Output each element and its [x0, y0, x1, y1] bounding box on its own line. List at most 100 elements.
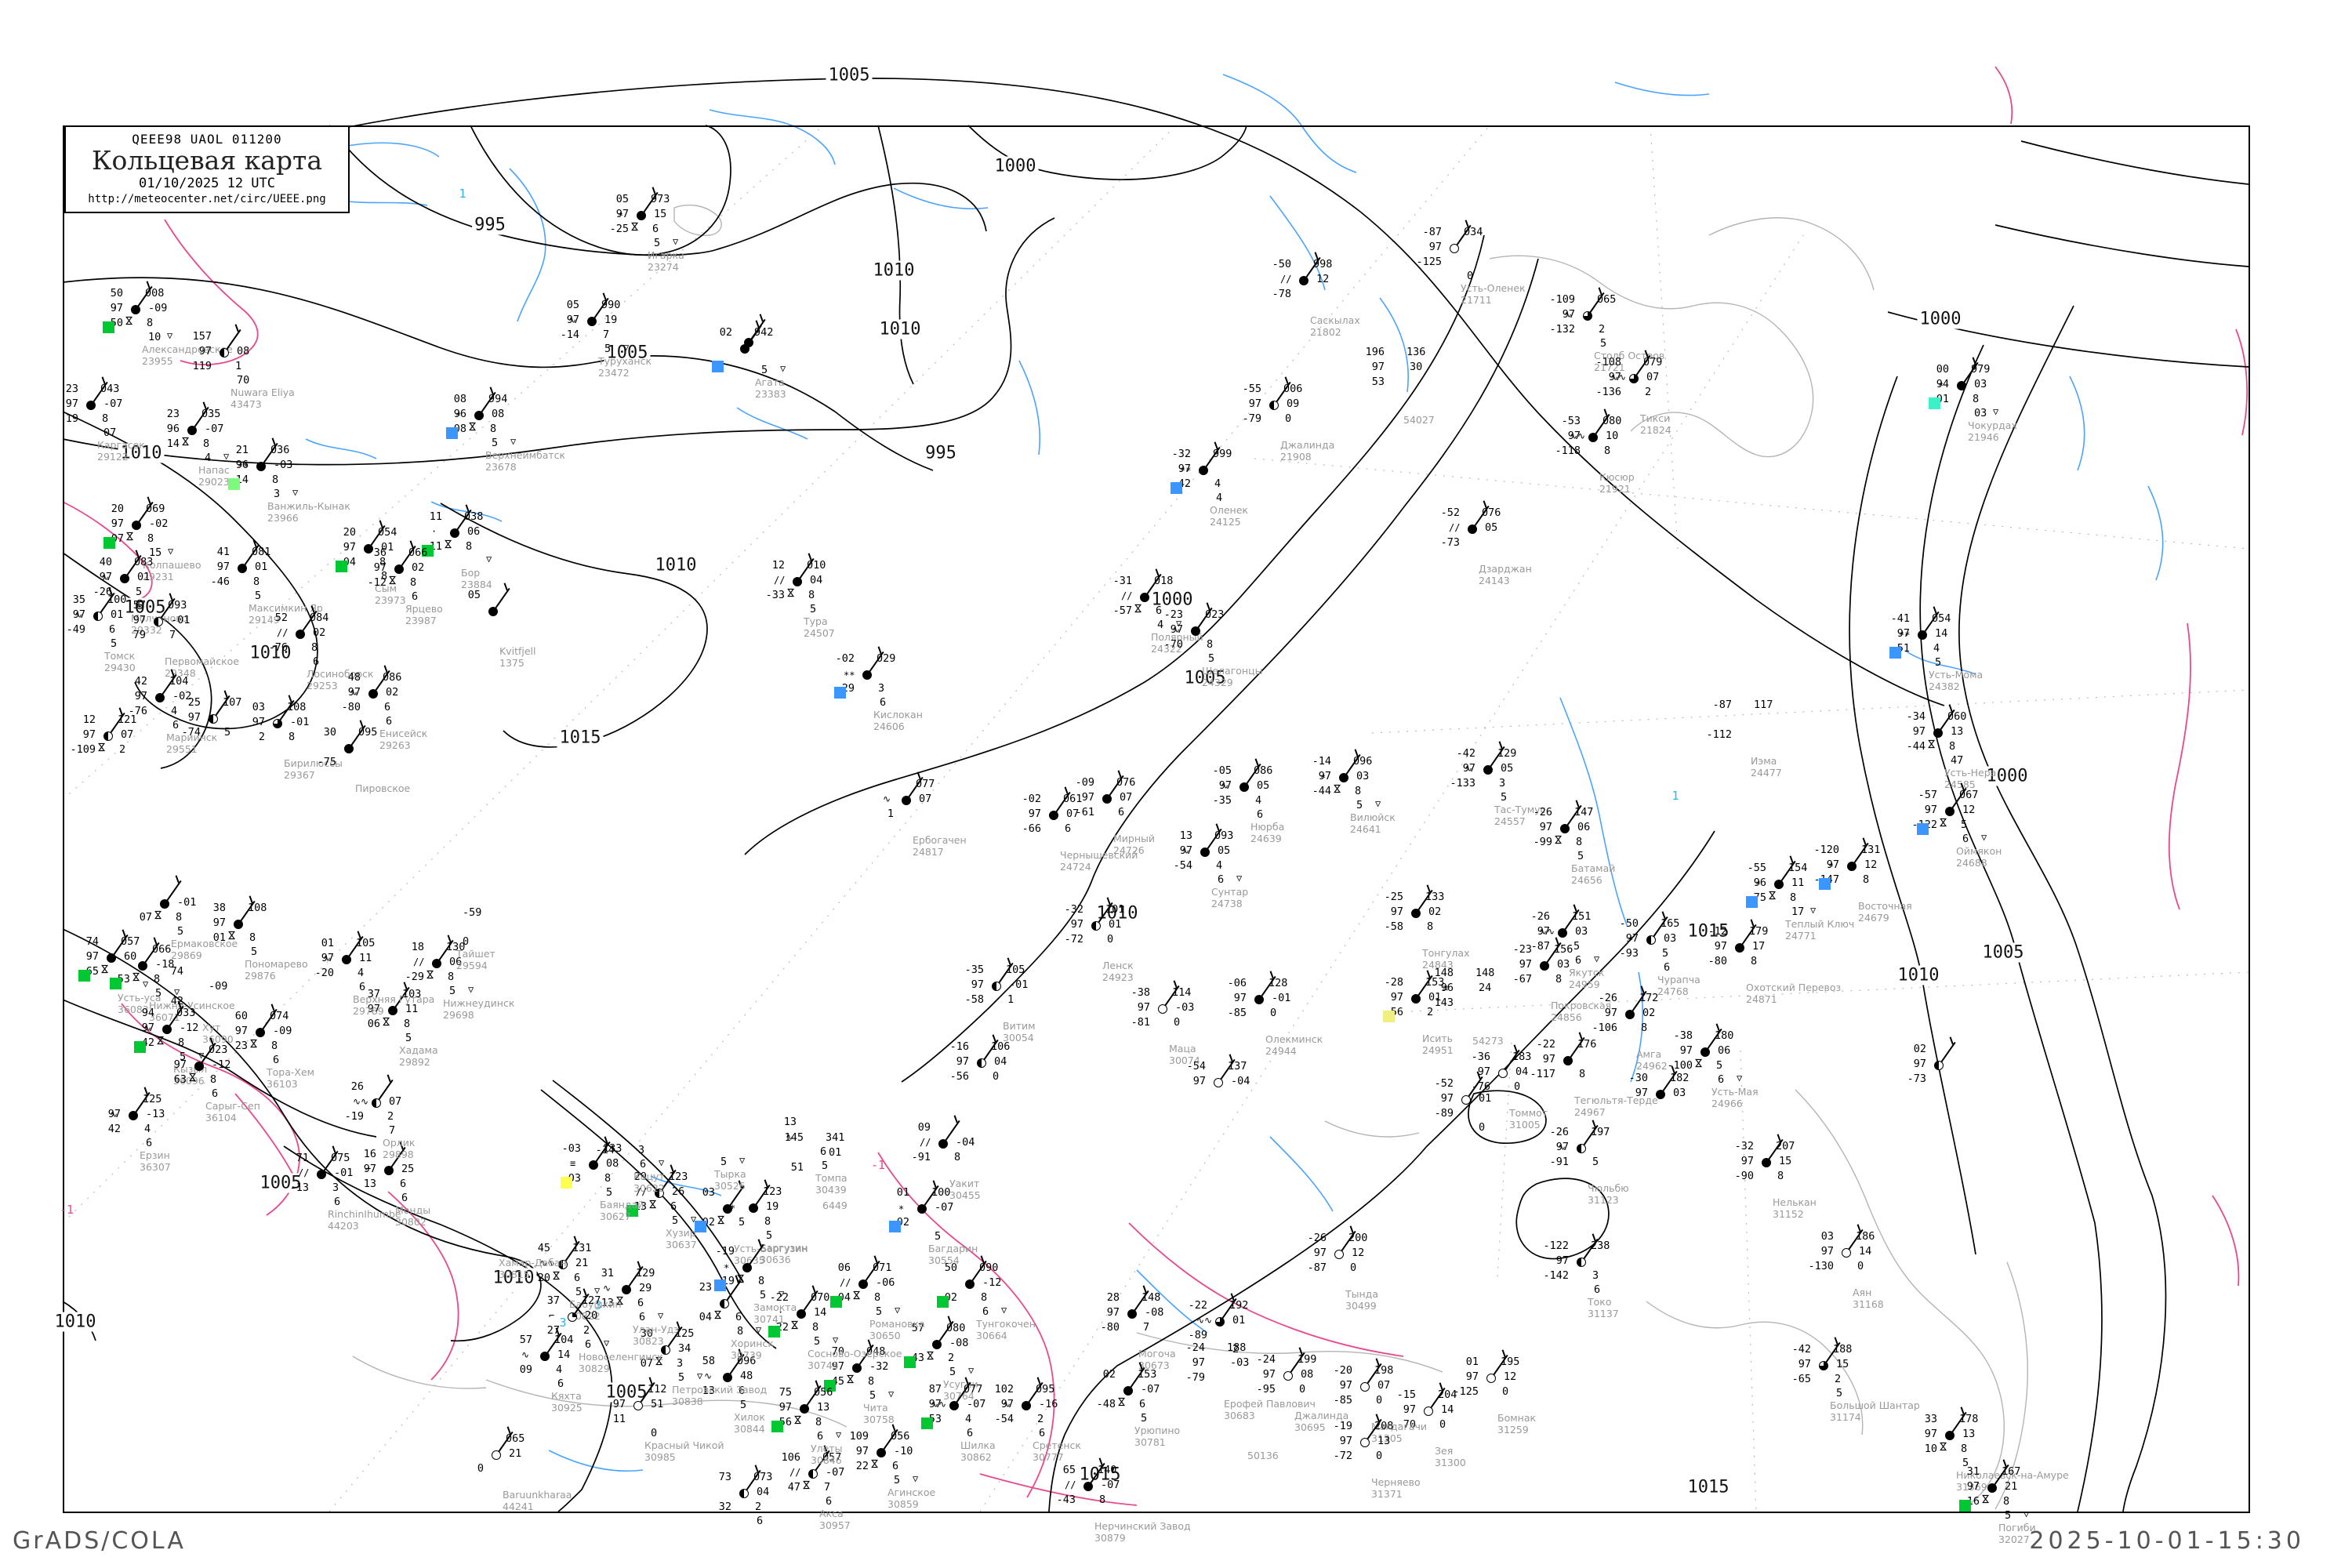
station-pressure: 101 — [1105, 903, 1125, 916]
station-dewpoint: -29 — [811, 683, 855, 694]
station-temp: -23 — [1163, 608, 1183, 621]
present-weather-icon: ∿ — [1003, 1399, 1011, 1410]
station-extra: 6 — [412, 590, 419, 603]
low-cloud-icon: ⋈ — [423, 969, 436, 980]
present-weather-icon: · — [113, 518, 119, 529]
station-name: Чурапча — [1657, 974, 1700, 985]
station-id: 21802 — [1310, 326, 1341, 338]
cloud-cover-symbol — [1299, 276, 1308, 285]
station-visibility: 97 — [1339, 1435, 1352, 1447]
station-pressure: 148 — [1475, 967, 1495, 979]
station-id: 30683 — [1224, 1410, 1255, 1421]
station-visibility: 97 — [1924, 1428, 1937, 1440]
river-line-path — [1136, 1269, 1208, 1334]
station-pressure: 942 — [754, 326, 774, 339]
status-marker-square — [1171, 482, 1182, 494]
station-temp: 45 — [537, 1242, 550, 1254]
station-pressure: 029 — [877, 652, 896, 665]
station-id: 24724 — [1060, 861, 1091, 873]
station-name: Большой Шантар — [1830, 1399, 1920, 1411]
station-cloud-amount: 2 — [755, 1501, 762, 1513]
station-dewpoint: -44 — [1906, 740, 1926, 753]
low-cloud-icon: ⋈ — [924, 1350, 936, 1361]
isobar-line-path — [62, 78, 1945, 706]
station-visibility: 96 — [1753, 877, 1766, 889]
shower-triangle-icon: ▽ — [691, 1214, 697, 1225]
station-dewpoint: -80 — [1100, 1321, 1120, 1334]
coastline-path — [485, 1379, 848, 1428]
station-visibility: 97 — [187, 711, 201, 724]
cloud-cover-symbol — [1819, 1361, 1828, 1370]
station-dewpoint: 06 — [367, 1018, 380, 1030]
cloud-cover-symbol — [162, 1025, 172, 1034]
low-cloud-icon: ⋈ — [1115, 1396, 1127, 1407]
cloud-cover-symbol — [797, 1309, 806, 1319]
station-extra: 6 — [386, 715, 393, 728]
station-pressure: 066 — [152, 943, 172, 956]
station-tendency: 12 — [1962, 804, 1976, 816]
station-pressure: 096 — [737, 1355, 757, 1367]
station-name: Чюльбю — [1588, 1182, 1629, 1194]
station-cloud-amount: 0 — [1350, 1261, 1357, 1274]
station-cloud-amount: 8 — [981, 1291, 988, 1304]
station-temp: 03 — [1820, 1230, 1834, 1243]
isobar-label-995-1: 995 — [923, 443, 959, 463]
station-tendency: 24 — [1479, 982, 1492, 994]
station-dewpoint: -142 — [1543, 1269, 1569, 1282]
station-dewpoint: -19 — [344, 1110, 364, 1123]
station-id: 29876 — [245, 970, 276, 982]
station-pressure: 010 — [807, 559, 826, 572]
present-weather-icon: ∿∿ — [1196, 1315, 1213, 1326]
isobar-label-1000-12: 1000 — [1984, 766, 2031, 786]
station-name: Чита — [863, 1402, 888, 1414]
present-weather-icon: · — [88, 951, 94, 962]
station-extra: 07 — [103, 426, 117, 439]
station-tendency: -01 — [1009, 978, 1029, 991]
station-cloud-amount: 2 — [1645, 386, 1652, 398]
station-name: Сарыг-Сеп — [205, 1100, 260, 1112]
station-tendency: 02 — [412, 561, 425, 574]
station-pressure: 056 — [891, 1430, 910, 1443]
station-extra: 0 — [1479, 1121, 1486, 1134]
station-name: Хоринск — [731, 1338, 774, 1349]
station-id: 23274 — [648, 261, 679, 273]
contour-label-0: -1 — [870, 1158, 886, 1172]
present-weather-icon: ∗∗ — [844, 668, 855, 679]
station-temp: 102 — [994, 1383, 1014, 1396]
station-id: 36083 — [118, 1004, 149, 1015]
station-dewpoint: -01 — [1905, 394, 1949, 405]
low-cloud-icon: ⋈ — [646, 1199, 659, 1210]
station-visibility: 97 — [1106, 1306, 1120, 1319]
station-id: 31168 — [1853, 1298, 1884, 1310]
station-visibility: 97 — [956, 1055, 969, 1068]
station-extra: 6 — [967, 1427, 974, 1439]
station-dewpoint: 47 — [787, 1481, 800, 1494]
station-pressure: 192 — [1229, 1299, 1249, 1312]
station-dewpoint: -54 — [994, 1413, 1014, 1425]
station-extra: 6 — [557, 1377, 564, 1390]
present-weather-icon: · — [778, 1307, 784, 1318]
shower-triangle-icon: ▽ — [1236, 873, 1243, 884]
cloud-cover-symbol — [558, 1260, 568, 1269]
low-cloud-icon: ⋈ — [225, 930, 238, 941]
station-id: 24322 — [1151, 643, 1182, 655]
cloud-cover-symbol — [637, 211, 646, 220]
cloud-cover-symbol — [1339, 773, 1348, 782]
station-temp: 50 — [944, 1261, 957, 1274]
shower-triangle-icon: ▽ — [1993, 406, 1999, 417]
station-pressure: 105 — [356, 937, 376, 949]
station-tendency: 15 — [654, 208, 667, 220]
low-cloud-icon: ⋈ — [1330, 783, 1343, 794]
station-pressure: 035 — [201, 408, 221, 420]
station-extra: 5 — [1935, 656, 1942, 669]
station-visibility: 97 — [1339, 1379, 1352, 1392]
station-extra: 6 — [826, 1495, 833, 1508]
present-weather-icon: · — [112, 303, 118, 314]
station-temp: 20 — [111, 503, 124, 515]
station-cloud-amount: 4 — [144, 1123, 151, 1135]
station-tendency: -01 — [177, 896, 197, 909]
station-id: 29551 — [166, 743, 198, 755]
present-weather-icon: ≡ — [1443, 982, 1449, 993]
station-dewpoint: 53 — [928, 1413, 942, 1425]
station-pressure: 112 — [648, 1383, 667, 1396]
